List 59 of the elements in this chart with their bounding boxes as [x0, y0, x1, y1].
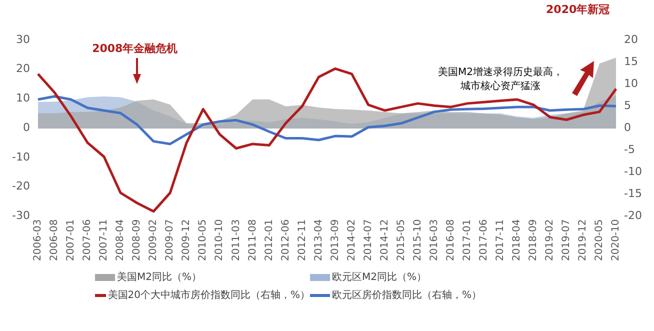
y2-tick-label: -15: [624, 187, 642, 200]
x-tick-label: 2007-11: [98, 219, 110, 262]
x-tick-label: 2020-10: [610, 219, 622, 262]
x-tick-label: 2008-09: [132, 219, 143, 262]
y2-tick-label: -20: [624, 209, 642, 222]
x-tick-label: 2007-06: [82, 219, 94, 262]
x-tick-label: 2014-12: [379, 219, 390, 262]
x-tick-label: 2013-09: [330, 219, 341, 262]
x-tick-label: 2016-08: [445, 219, 456, 262]
x-tick-label: 2008-04: [115, 219, 126, 262]
x-tick-label: 2009-07: [164, 219, 176, 262]
x-tick-label: 2007-01: [66, 219, 77, 262]
x-tick-label: 2009-12: [181, 219, 192, 262]
x-tick-label: 2010-05: [198, 219, 209, 262]
x-tick-label: 2012-06: [280, 219, 292, 262]
legend-label: 美国20个大中城市房价指数同比（右轴，%）: [108, 288, 310, 302]
x-tick-label: 2013-04: [313, 219, 324, 262]
x-tick-label: 2020-05: [594, 219, 606, 262]
x-tick-label: 2019-12: [578, 219, 589, 262]
y2-tick-label: 0: [624, 120, 632, 134]
annotation: 美国M2增速录得历史最高，城市核心资产猛涨: [438, 66, 564, 94]
x-tick-label: 2018-09: [528, 219, 540, 262]
x-tick-label: 2015-10: [412, 219, 424, 262]
x-tick-label: 2010-10: [214, 219, 226, 262]
y2-tick-label: 20: [624, 32, 638, 46]
x-tick-label: 2009-02: [148, 219, 160, 262]
y-tick-label: 0: [22, 120, 30, 134]
x-tick-label: 2015-05: [396, 219, 407, 262]
x-tick-label: 2006-03: [32, 219, 44, 262]
text: 2020年新冠: [546, 2, 610, 17]
x-tick-label: 2018-04: [512, 219, 523, 262]
y-tick-label: -30: [12, 209, 30, 222]
x-tick-label: 2017-01: [462, 219, 473, 262]
x-tick-label: 2006-08: [49, 219, 60, 262]
annotation: 2008年金融危机: [92, 40, 178, 56]
x-tick-label: 2012-11: [296, 219, 308, 262]
y2-tick-label: -5: [624, 142, 636, 156]
y2-tick-label: -10: [624, 165, 642, 178]
x-tick-label: 2012-01: [264, 219, 275, 262]
y-tick-label: 20: [16, 62, 30, 76]
y2-tick-label: 10: [624, 76, 638, 90]
x-tick-label: 2019-07: [561, 219, 572, 262]
y-tick-label: -10: [12, 150, 30, 164]
y-tick-label: 30: [16, 32, 30, 46]
x-tick-label: 2017-11: [495, 219, 506, 262]
x-tick-label: 2011-08: [247, 219, 258, 262]
y2-tick-label: 5: [624, 98, 632, 112]
x-tick-label: 2019-02: [544, 219, 556, 262]
x-tick-label: 2016-03: [428, 219, 440, 262]
x-tick-label: 2014-02: [346, 219, 358, 262]
x-tick-label: 2017-06: [478, 219, 490, 262]
y-tick-label: -20: [12, 180, 30, 193]
x-tick-label: 2011-03: [230, 219, 242, 262]
y-tick-label: 10: [16, 92, 30, 105]
x-tick-label: 2014-07: [362, 219, 374, 262]
y2-tick-label: 15: [624, 54, 638, 68]
legend-label: 欧元区房价指数同比（右轴，%）: [332, 288, 482, 302]
legend-label: 欧元区M2同比（%）: [332, 270, 426, 284]
legend-label: 美国M2同比（%）: [117, 270, 202, 284]
